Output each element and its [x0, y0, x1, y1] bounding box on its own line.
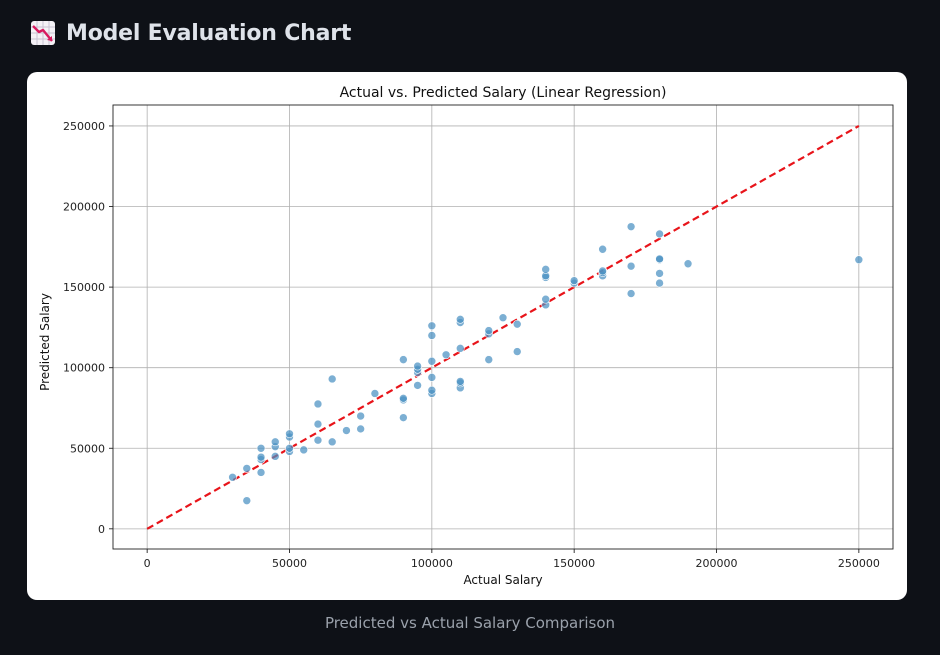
data-point	[626, 289, 636, 298]
data-point	[313, 435, 323, 445]
data-point	[313, 399, 323, 409]
data-point	[498, 313, 508, 323]
data-point	[455, 377, 465, 386]
data-point	[242, 496, 252, 505]
chart-decreasing-icon	[31, 21, 55, 45]
data-point	[655, 278, 664, 288]
x-tick-label: 0	[144, 557, 151, 570]
plot-frame	[112, 104, 894, 550]
data-point	[256, 443, 266, 453]
x-tick-label: 150000	[553, 557, 595, 570]
data-point	[413, 361, 422, 371]
data-point	[299, 445, 309, 455]
data-point	[256, 452, 266, 462]
axes: 0 50000 100000 150000 200000 250000 0 50000 1000…	[63, 104, 894, 570]
x-tick-label: 100000	[411, 557, 453, 570]
data-point	[427, 356, 437, 366]
data-point	[598, 244, 607, 254]
data-point	[655, 229, 664, 239]
data-point	[455, 315, 465, 324]
y-tick-label: 250000	[63, 120, 105, 133]
data-point	[370, 389, 380, 398]
scatter-chart: Actual vs. Predicted Salary (Linear Regr…	[38, 85, 894, 587]
y-tick-label: 200000	[63, 201, 105, 214]
data-point	[285, 429, 294, 439]
data-point	[655, 254, 664, 264]
x-tick-label: 50000	[272, 557, 307, 570]
data-point	[399, 413, 408, 422]
data-point	[569, 276, 579, 285]
data-point	[228, 472, 237, 482]
x-axis-label: Actual Salary	[463, 573, 542, 587]
data-point	[356, 424, 365, 434]
data-point	[655, 269, 664, 278]
grid-lines	[113, 105, 893, 549]
x-tick-label: 200000	[696, 557, 738, 570]
data-point	[541, 294, 551, 304]
x-tick-label: 250000	[838, 557, 880, 570]
data-point	[270, 452, 280, 461]
y-tick-label: 50000	[70, 442, 105, 455]
data-point	[484, 326, 494, 335]
data-point	[327, 374, 337, 384]
reference-line-layer	[146, 124, 860, 530]
data-point	[512, 347, 522, 356]
data-point	[342, 426, 351, 435]
data-point	[427, 321, 437, 331]
data-point	[427, 385, 437, 395]
data-point	[256, 468, 266, 477]
y-tick-label: 100000	[63, 362, 105, 375]
data-point	[327, 437, 337, 447]
data-point	[399, 394, 408, 403]
y-axis-label: Predicted Salary	[38, 293, 52, 391]
data-point	[541, 265, 551, 274]
data-point	[854, 255, 864, 265]
data-point	[399, 355, 408, 364]
chart-title: Actual vs. Predicted Salary (Linear Regr…	[340, 85, 667, 101]
data-point	[512, 319, 522, 329]
data-point	[270, 437, 280, 447]
data-point	[242, 464, 252, 473]
data-point	[598, 266, 607, 276]
y-tick-label: 0	[98, 523, 105, 536]
data-point	[413, 381, 422, 390]
data-points	[228, 222, 864, 505]
data-point	[626, 222, 636, 231]
page-header: Model Evaluation Chart	[30, 16, 351, 50]
data-point	[484, 355, 494, 364]
y-tick-label: 150000	[63, 281, 105, 294]
data-point	[427, 331, 437, 340]
data-point	[356, 411, 365, 421]
data-point	[626, 261, 636, 271]
chart-caption: Predicted vs Actual Salary Comparison	[324, 614, 616, 632]
reference-line	[146, 124, 860, 530]
page-title: Model Evaluation Chart	[66, 20, 352, 46]
data-point	[683, 259, 693, 269]
data-point	[285, 443, 294, 453]
chart-card: Actual vs. Predicted Salary (Linear Regr…	[27, 72, 907, 600]
data-point	[441, 350, 451, 360]
data-point	[455, 344, 465, 353]
data-point	[427, 373, 437, 382]
data-point	[313, 419, 323, 429]
